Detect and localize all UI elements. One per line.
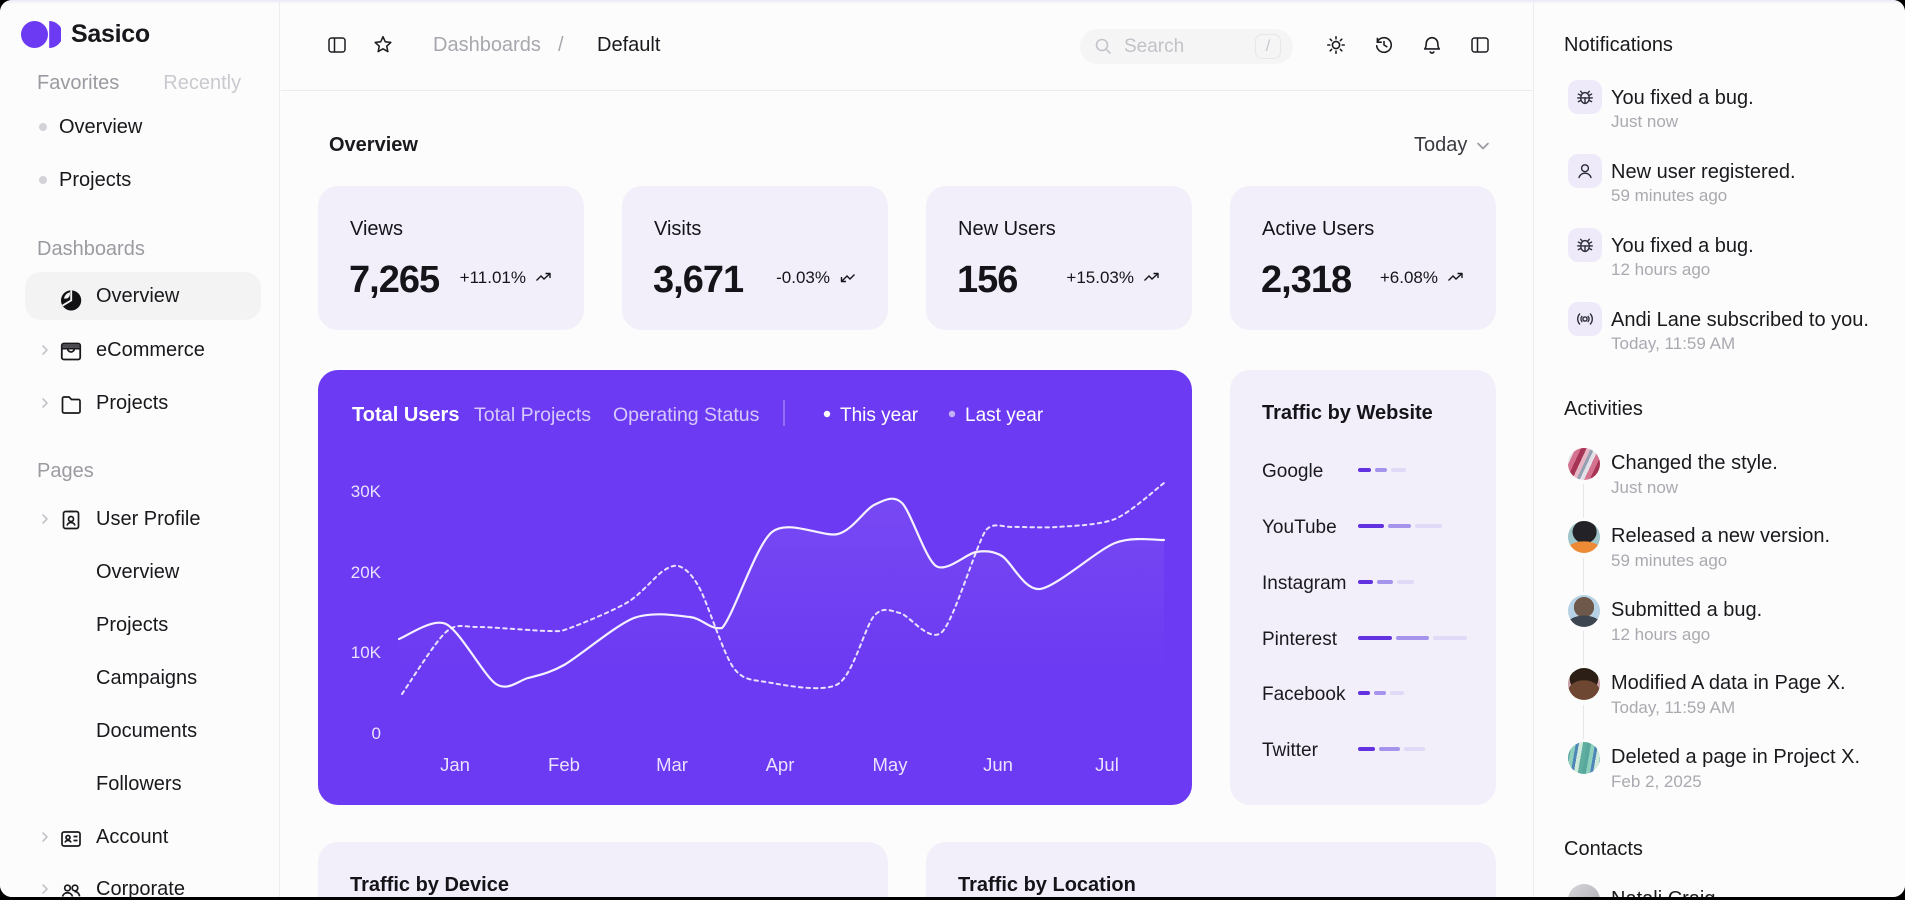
svg-text:Jul: Jul <box>1095 754 1119 775</box>
svg-text:Apr: Apr <box>766 754 795 775</box>
svg-text:Total Users: Total Users <box>352 404 459 426</box>
svg-text:Operating Status: Operating Status <box>613 404 760 426</box>
svg-text:This year: This year <box>840 405 919 426</box>
svg-text:0: 0 <box>372 724 381 743</box>
svg-text:Jan: Jan <box>440 754 470 775</box>
svg-text:Jun: Jun <box>983 754 1013 775</box>
svg-text:May: May <box>873 754 909 775</box>
svg-text:10K: 10K <box>351 643 382 662</box>
svg-text:Last year: Last year <box>965 405 1044 426</box>
svg-text:Feb: Feb <box>548 754 580 775</box>
svg-text:30K: 30K <box>351 482 382 501</box>
svg-text:Total Projects: Total Projects <box>474 404 591 426</box>
svg-text:20K: 20K <box>351 563 382 582</box>
svg-text:Mar: Mar <box>656 754 688 775</box>
